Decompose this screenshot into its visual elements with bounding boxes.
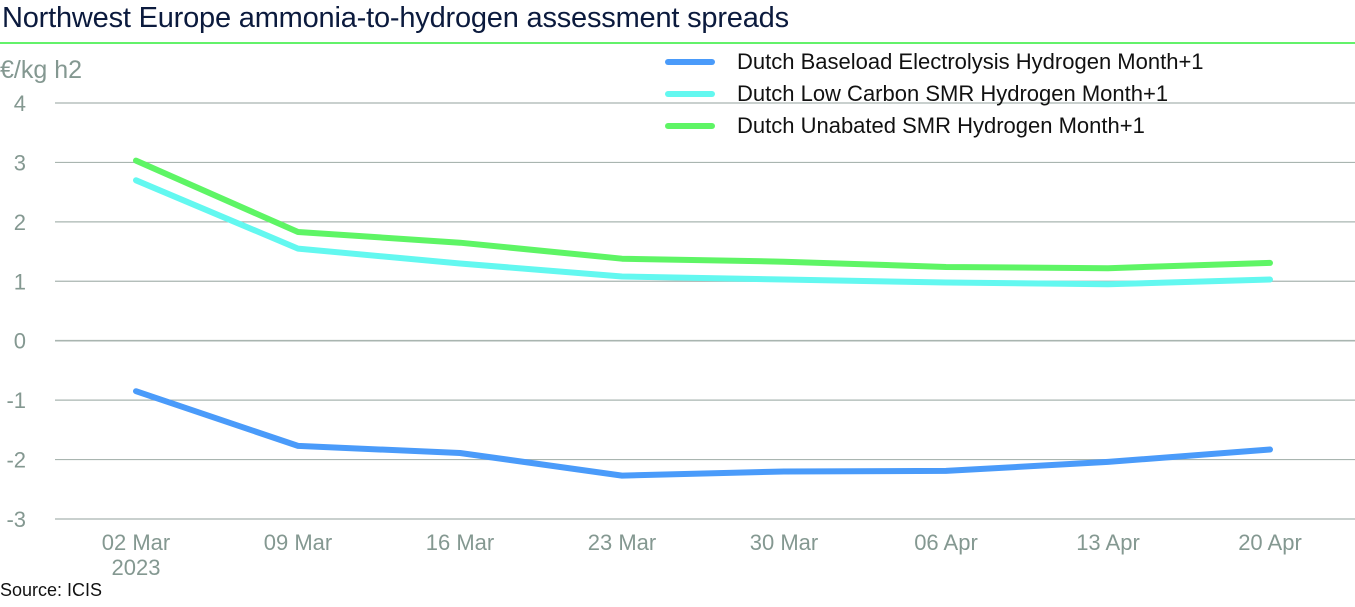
legend-swatch: [665, 91, 715, 97]
y-tick-label: 0: [14, 329, 26, 354]
y-tick-label: 4: [14, 91, 26, 116]
legend-item-unabated-smr: Dutch Unabated SMR Hydrogen Month+1: [665, 110, 1204, 142]
title-divider: [0, 42, 1355, 44]
y-tick-label: -3: [6, 507, 26, 532]
x-axis-ticks: 02 Mar 2023 09 Mar 16 Mar 23 Mar 30 Mar 06 Apr…: [102, 530, 1302, 580]
y-axis-ticks: 4 3 2 1 0 -1 -2 -3: [6, 91, 26, 532]
legend-label: Dutch Unabated SMR Hydrogen Month+1: [737, 113, 1145, 138]
series-line-2: [133, 157, 1273, 272]
series-line-0: [133, 388, 1273, 479]
x-tick-label: 30 Mar: [750, 530, 818, 555]
x-tick-label: 06 Apr: [914, 530, 978, 555]
y-tick-label: -1: [6, 388, 26, 413]
x-tick-label: 20 Apr: [1238, 530, 1302, 555]
series-lines: [133, 157, 1273, 479]
legend-item-baseload-electrolysis: Dutch Baseload Electrolysis Hydrogen Mon…: [665, 46, 1204, 78]
x-tick-label: 02 Mar 2023: [102, 530, 170, 580]
legend-label: Dutch Low Carbon SMR Hydrogen Month+1: [737, 81, 1169, 106]
legend-swatch: [665, 59, 715, 65]
y-axis-label: €/kg h2: [0, 56, 83, 84]
x-tick-label: 23 Mar: [588, 530, 656, 555]
y-tick-label: -2: [6, 448, 26, 473]
y-tick-label: 3: [14, 150, 26, 175]
y-tick-label: 1: [14, 269, 26, 294]
y-tick-label: 2: [14, 210, 26, 235]
legend: Dutch Baseload Electrolysis Hydrogen Mon…: [665, 46, 1204, 142]
legend-label: Dutch Baseload Electrolysis Hydrogen Mon…: [737, 49, 1204, 74]
chart-title: Northwest Europe ammonia-to-hydrogen ass…: [2, 2, 789, 34]
series-line-1: [133, 177, 1273, 288]
x-tick-label: 16 Mar: [426, 530, 494, 555]
legend-item-low-carbon-smr: Dutch Low Carbon SMR Hydrogen Month+1: [665, 78, 1204, 110]
x-tick-label: 13 Apr: [1076, 530, 1140, 555]
legend-swatch: [665, 123, 715, 129]
x-tick-label: 09 Mar: [264, 530, 332, 555]
source-note: Source: ICIS: [0, 580, 103, 600]
